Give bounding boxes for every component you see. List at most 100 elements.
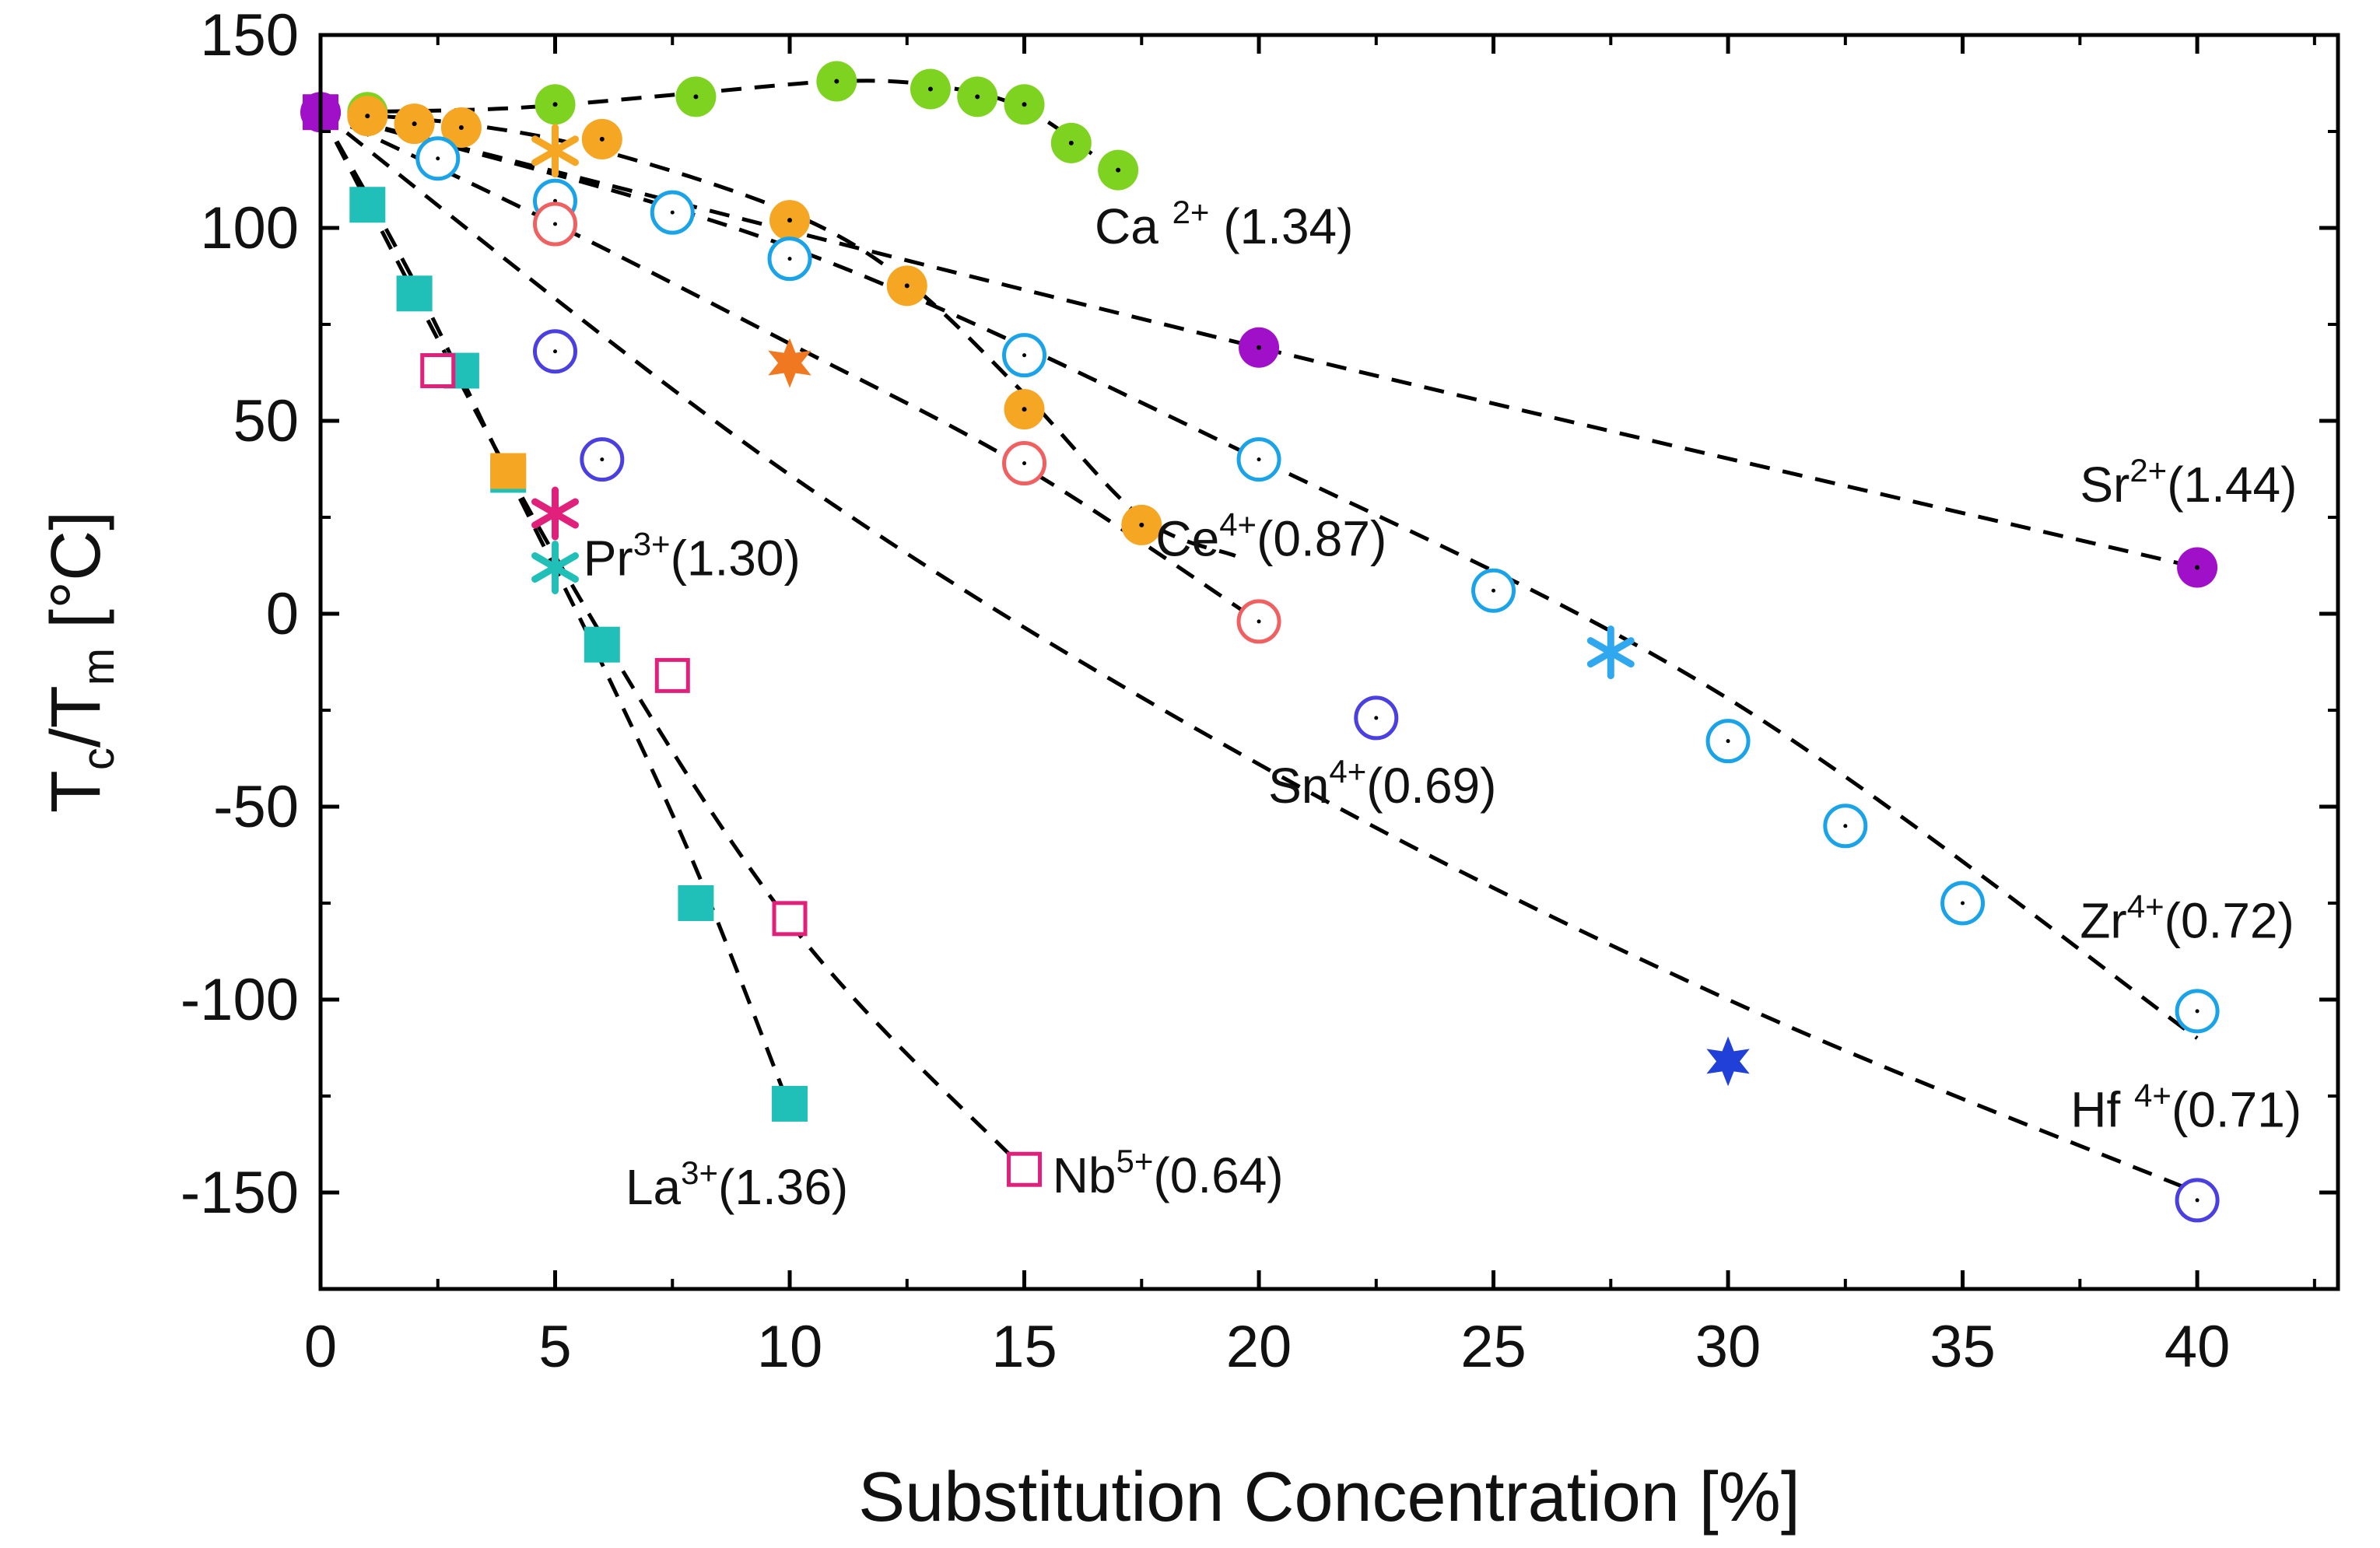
point-ca-center xyxy=(927,86,933,92)
point-ce-center xyxy=(904,283,910,289)
point-sn-center xyxy=(1022,461,1027,466)
fit-line-la xyxy=(318,110,792,1108)
point-la xyxy=(349,187,386,223)
label-la: La3+(1.36) xyxy=(626,1154,848,1215)
star-shape xyxy=(1706,1036,1750,1087)
star-arm xyxy=(1586,637,1635,668)
point-ca-center xyxy=(975,94,980,100)
point-ce-center xyxy=(458,125,464,131)
star-point xyxy=(531,540,579,594)
x-tick-label: 35 xyxy=(1930,1314,1996,1380)
point-nb xyxy=(772,901,808,937)
point-hf-center xyxy=(1374,716,1379,720)
label-radius: (1.34) xyxy=(1209,198,1353,254)
point-zr-center xyxy=(1843,824,1848,828)
label-charge: 4+ xyxy=(1329,753,1366,790)
label-pr: Pr3+(1.30) xyxy=(584,525,801,586)
label-charge: 4+ xyxy=(2127,888,2164,925)
label-charge: 4+ xyxy=(1219,506,1257,543)
y-tick-label: 50 xyxy=(233,388,299,454)
point-zr-center xyxy=(436,156,440,161)
star-arm xyxy=(531,135,579,166)
label-zr: Zr4+(0.72) xyxy=(2080,888,2294,949)
annotations: Ca 2+ (1.34)Sr2+(1.44)Ce4+(0.87)Sn4+(0.6… xyxy=(584,194,2301,1215)
label-radius: (0.71) xyxy=(2171,1082,2301,1138)
x-tick-label: 40 xyxy=(2164,1314,2231,1380)
fit-line-sn xyxy=(319,110,1260,624)
y-tick-label: -100 xyxy=(181,967,299,1033)
x-tick-label: 5 xyxy=(538,1314,571,1380)
label-charge: 2+ xyxy=(2129,452,2167,489)
point-zr-center xyxy=(553,198,558,203)
star-point xyxy=(768,338,811,388)
x-tick-label: 0 xyxy=(304,1314,337,1380)
star-shape xyxy=(768,338,811,388)
point-zr-center xyxy=(1491,588,1496,593)
label-radius: (1.44) xyxy=(2167,457,2297,513)
y-tick-label: 100 xyxy=(200,195,299,261)
point-zr-center xyxy=(787,257,792,261)
point-sn-center xyxy=(553,222,558,226)
point-zr-center xyxy=(1257,457,1261,462)
y-tick-label: 0 xyxy=(266,581,299,647)
y-tick-label: -50 xyxy=(213,774,299,840)
label-ion: Ca xyxy=(1095,198,1158,254)
point-ca-center xyxy=(1022,102,1027,107)
point-extra xyxy=(490,453,527,489)
point-zr-center xyxy=(1022,353,1027,358)
y-tick-label: 150 xyxy=(200,2,299,68)
star-point xyxy=(531,486,579,541)
label-radius: (0.69) xyxy=(1366,758,1496,814)
point-la xyxy=(584,626,620,663)
label-charge: 3+ xyxy=(633,525,671,562)
label-sep xyxy=(2120,1082,2134,1138)
label-radius: (0.64) xyxy=(1153,1147,1283,1203)
point-ca-center xyxy=(552,102,558,107)
fit-line-nb xyxy=(318,111,1026,1171)
label-radius: (1.36) xyxy=(718,1159,848,1215)
point-sr-center xyxy=(1257,345,1262,350)
label-ion: Pr xyxy=(584,530,633,586)
point-ce-center xyxy=(1022,407,1027,412)
point-sn-center xyxy=(1257,619,1261,624)
label-ion: La xyxy=(626,1159,682,1215)
x-axis-title: Substitution Concentration [%] xyxy=(858,1459,1800,1536)
point-ca-center xyxy=(834,79,839,84)
point-ca-center xyxy=(693,94,699,100)
point-la xyxy=(772,1085,808,1122)
point-ce-center xyxy=(412,121,417,127)
point-nb xyxy=(420,353,456,389)
point-zr-center xyxy=(670,210,675,215)
label-ion: Hf xyxy=(2070,1082,2120,1138)
label-radius: (1.30) xyxy=(671,530,801,586)
point-zr-center xyxy=(1726,739,1730,744)
x-tick-label: 30 xyxy=(1695,1314,1761,1380)
axes: 0 5 10 15 20 25 30 35 40 150 100 50 0 -50 -100 -150 xyxy=(181,2,2340,1380)
point-zr-center xyxy=(2195,1009,2199,1014)
label-ce: Ce4+(0.87) xyxy=(1155,506,1386,567)
label-radius: (0.87) xyxy=(1257,511,1386,567)
label-ion: Zr xyxy=(2080,893,2126,949)
label-sep xyxy=(1158,198,1172,254)
label-ion: Ce xyxy=(1155,511,1219,567)
point-hf-center xyxy=(600,457,605,462)
point-ca-center xyxy=(1068,140,1074,145)
label-sn: Sn4+(0.69) xyxy=(1268,753,1496,814)
label-nb: Nb5+(0.64) xyxy=(1053,1143,1284,1203)
star-point xyxy=(531,124,579,178)
star-point xyxy=(1706,1036,1750,1087)
label-charge: 4+ xyxy=(2134,1077,2171,1114)
fit-line-ce xyxy=(320,110,1236,558)
label-charge: 5+ xyxy=(1116,1143,1154,1179)
label-charge: 3+ xyxy=(681,1154,718,1191)
point-nb xyxy=(1007,1151,1043,1187)
label-ion: Sr xyxy=(2080,457,2129,513)
y-tick-label: -150 xyxy=(181,1160,299,1226)
point-nb xyxy=(654,657,690,693)
star-arm xyxy=(531,498,579,529)
label-ion: Nb xyxy=(1053,1147,1116,1203)
point-hf-center xyxy=(2195,1198,2199,1203)
label-ca: Ca 2+ (1.34) xyxy=(1095,194,1353,254)
x-tick-label: 25 xyxy=(1460,1314,1526,1380)
label-sr: Sr2+(1.44) xyxy=(2080,452,2297,513)
